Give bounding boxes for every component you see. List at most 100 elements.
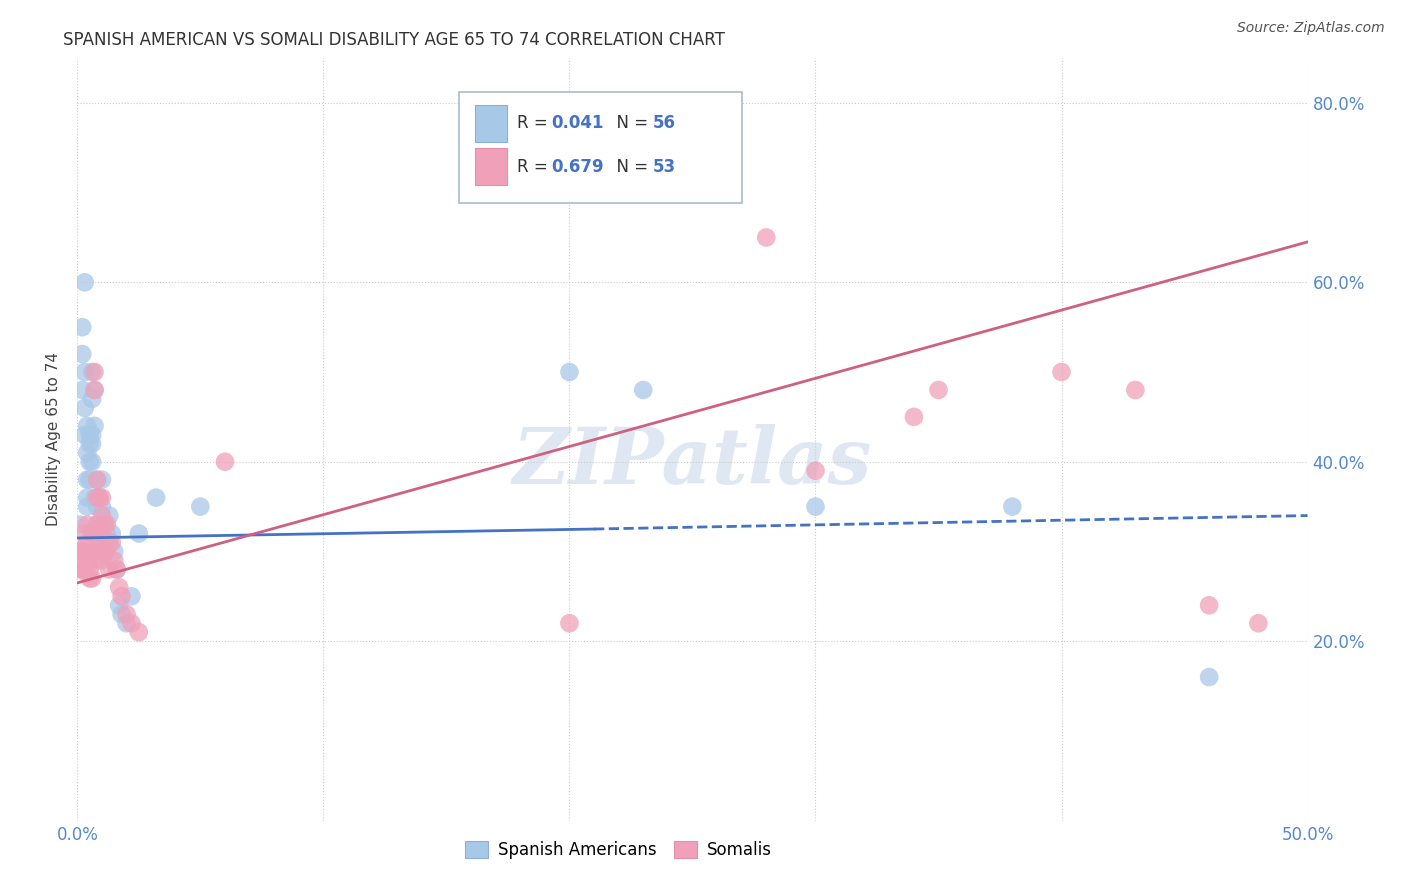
Point: [633, 383, 655, 397]
Point: [928, 383, 950, 397]
Point: [108, 599, 131, 613]
Point: [70, 544, 93, 558]
Point: [111, 590, 132, 604]
Text: R =: R =: [516, 114, 553, 132]
Point: [79, 571, 101, 585]
Point: [1050, 365, 1073, 379]
Text: 53: 53: [654, 158, 676, 176]
Point: [558, 616, 581, 631]
Point: [86, 473, 108, 487]
Point: [82, 427, 104, 442]
Point: [98, 535, 121, 549]
Point: [108, 580, 131, 594]
Point: [83, 383, 105, 397]
Point: [83, 418, 105, 433]
Point: [73, 365, 96, 379]
Point: [93, 544, 115, 558]
Point: [82, 544, 104, 558]
Text: R =: R =: [516, 158, 553, 176]
Point: [83, 491, 105, 505]
Point: [86, 473, 108, 487]
Point: [76, 418, 98, 433]
Point: [73, 275, 96, 289]
Point: [804, 464, 827, 478]
Point: [96, 526, 118, 541]
Point: [73, 401, 96, 415]
Point: [115, 607, 138, 622]
Point: [79, 455, 101, 469]
Point: [128, 526, 150, 541]
Point: [73, 427, 96, 442]
Text: 56: 56: [654, 114, 676, 132]
Point: [73, 526, 96, 541]
Point: [79, 437, 101, 451]
Point: [69, 517, 91, 532]
FancyBboxPatch shape: [475, 148, 506, 186]
Text: SPANISH AMERICAN VS SOMALI DISABILITY AGE 65 TO 74 CORRELATION CHART: SPANISH AMERICAN VS SOMALI DISABILITY AG…: [63, 31, 725, 49]
Point: [1125, 383, 1147, 397]
Point: [83, 553, 105, 567]
Point: [70, 347, 93, 361]
FancyBboxPatch shape: [458, 92, 742, 202]
Point: [73, 544, 96, 558]
Point: [70, 320, 93, 334]
Point: [82, 437, 104, 451]
Point: [79, 427, 101, 442]
Point: [89, 526, 111, 541]
Point: [90, 473, 114, 487]
Point: [83, 365, 105, 379]
Point: [83, 383, 105, 397]
Y-axis label: Disability Age 65 to 74: Disability Age 65 to 74: [46, 352, 62, 526]
Point: [1001, 500, 1024, 514]
Point: [82, 392, 104, 406]
Point: [69, 544, 91, 558]
Point: [76, 517, 98, 532]
Point: [145, 491, 167, 505]
Point: [86, 491, 108, 505]
Point: [76, 553, 98, 567]
Point: [89, 491, 111, 505]
Point: [804, 500, 827, 514]
Point: [79, 544, 101, 558]
Text: Source: ZipAtlas.com: Source: ZipAtlas.com: [1237, 21, 1385, 35]
Point: [89, 535, 111, 549]
Point: [128, 625, 150, 640]
Text: N =: N =: [606, 158, 654, 176]
Point: [90, 500, 114, 514]
Point: [82, 571, 104, 585]
Point: [111, 607, 132, 622]
Point: [93, 517, 115, 532]
Point: [214, 455, 236, 469]
Point: [93, 535, 115, 549]
Point: [86, 517, 108, 532]
Point: [1198, 599, 1220, 613]
Point: [103, 553, 125, 567]
Point: [69, 544, 91, 558]
Point: [82, 455, 104, 469]
Point: [90, 553, 114, 567]
Point: [1198, 670, 1220, 684]
Point: [76, 473, 98, 487]
Point: [69, 562, 91, 576]
Point: [1247, 616, 1270, 631]
Point: [73, 562, 96, 576]
Point: [96, 517, 118, 532]
Text: ZIPatlas: ZIPatlas: [513, 424, 872, 500]
Point: [98, 562, 121, 576]
Point: [90, 544, 114, 558]
Point: [79, 562, 101, 576]
Point: [86, 500, 108, 514]
Point: [70, 562, 93, 576]
Point: [115, 616, 138, 631]
Point: [98, 508, 121, 523]
Point: [105, 562, 128, 576]
Point: [70, 383, 93, 397]
Point: [82, 365, 104, 379]
Point: [90, 508, 114, 523]
Point: [89, 491, 111, 505]
Point: [82, 526, 104, 541]
Point: [96, 544, 118, 558]
Point: [93, 517, 115, 532]
Point: [90, 491, 114, 505]
Point: [76, 446, 98, 460]
